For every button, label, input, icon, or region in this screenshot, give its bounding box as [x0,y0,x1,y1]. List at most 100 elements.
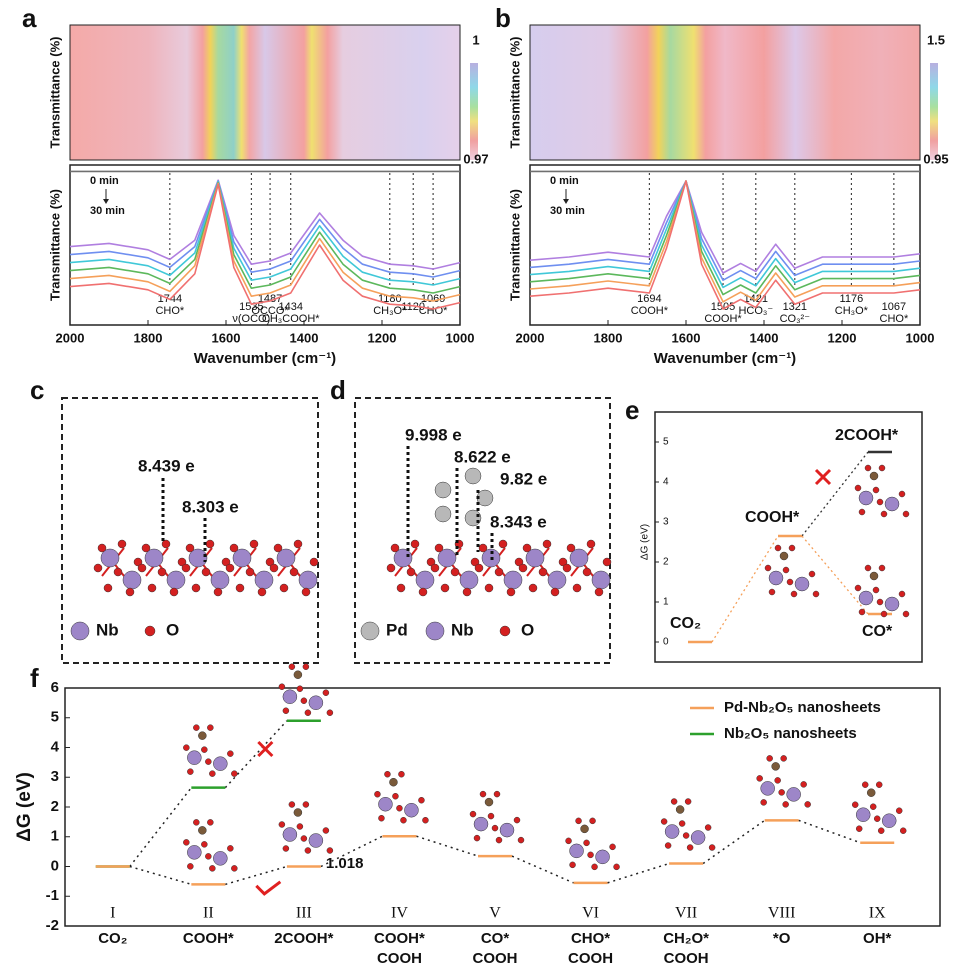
atom [144,548,164,568]
atom [495,836,503,844]
y-tick-label: 3 [663,517,669,528]
atom [300,697,308,704]
level-label: COOH* [745,509,800,526]
atom [569,861,576,869]
atom [434,543,444,553]
atom [201,746,208,753]
check-mark [255,880,282,896]
heatmap [529,24,921,161]
charge-label: 8.343 e [490,512,547,531]
atom [884,496,900,512]
atom [249,539,259,549]
atom [474,563,484,573]
state-label: COOH* [374,930,425,947]
atom [779,551,789,561]
atom [858,508,866,516]
x-tick-label: 1600 [672,330,701,345]
atom [288,663,296,670]
state-label: COOH [568,950,613,967]
atom [437,548,457,568]
state-label: CHO* [571,930,610,947]
x-tick-label: IV [391,905,408,922]
connector [416,835,479,857]
spectrum-line [69,182,461,302]
atom [296,685,304,692]
x-axis-label: Wavenumber (cm⁻¹) [194,350,336,367]
atom [678,820,686,827]
atom [191,583,201,593]
atom [774,777,781,784]
atom [374,790,381,798]
atom [213,756,228,771]
panel-letter: f [30,663,39,693]
atom [235,583,245,593]
connector [711,535,779,643]
atom [304,847,312,854]
atom [487,812,495,820]
x-tick-label: I [110,905,115,922]
annotation-value: 1176 [840,293,864,305]
level-label: 2COOH* [835,427,899,444]
atom [279,583,289,593]
atom [198,826,207,835]
atom [812,590,820,598]
annotation-value: 1321 [783,301,807,313]
annotation-label: ν(OCO) [232,313,270,325]
atom [205,539,215,549]
atom [464,509,482,527]
atom [684,798,692,805]
time-label: 30 min [550,205,585,217]
atom [591,863,598,871]
atom [181,563,191,573]
atom [858,590,874,606]
spectrum-line [529,180,921,289]
atom [434,505,452,523]
plot-frame [529,164,921,326]
atom [265,557,275,567]
atom [861,781,869,788]
atom [864,464,872,472]
atom [864,564,872,572]
connector [798,819,861,844]
atom [440,583,450,593]
level-label: CO* [862,623,893,640]
atom [213,851,228,866]
x-tick-label: 1800 [134,330,163,345]
atom [538,567,548,577]
atom [254,570,274,590]
atom [406,567,416,577]
atom [682,832,690,839]
atom [566,543,576,553]
y-tick-label: 3 [51,768,59,785]
annotation-label: CO₃²⁻ [780,313,811,325]
atom [201,841,208,848]
atom [499,625,511,637]
atom [398,770,405,778]
atom [898,590,906,598]
atom [302,801,310,808]
atom [418,796,425,804]
atom [93,563,103,573]
atom [764,564,772,572]
atom [384,770,391,778]
atom [188,548,208,568]
atom [410,539,420,549]
time-label: 30 min [90,205,125,217]
spectrum-line [529,180,921,281]
atom [166,570,186,590]
atom [808,570,816,578]
atom [595,849,610,865]
atom [558,557,568,567]
x-tick-label: 1000 [906,330,935,345]
atom [231,770,238,777]
atom [522,543,532,553]
atom [183,839,190,846]
connector [511,855,574,884]
atom [790,590,798,598]
atom [872,586,880,594]
spectrum-line [69,181,461,286]
atom [858,490,874,506]
atom [587,851,594,859]
atom [670,798,678,805]
atom [161,539,171,549]
